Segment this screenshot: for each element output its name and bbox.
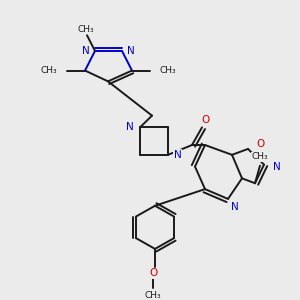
Text: N: N (273, 162, 281, 172)
Text: N: N (126, 122, 134, 132)
Text: N: N (82, 46, 90, 56)
Text: O: O (202, 115, 210, 124)
Text: N: N (127, 46, 135, 56)
Text: N: N (231, 202, 239, 212)
Text: O: O (256, 139, 264, 149)
Text: N: N (174, 150, 182, 160)
Text: CH₃: CH₃ (78, 25, 94, 34)
Text: O: O (149, 268, 157, 278)
Text: CH₃: CH₃ (160, 66, 177, 75)
Text: CH₃: CH₃ (252, 152, 268, 161)
Text: CH₃: CH₃ (145, 291, 161, 300)
Text: CH₃: CH₃ (40, 66, 57, 75)
